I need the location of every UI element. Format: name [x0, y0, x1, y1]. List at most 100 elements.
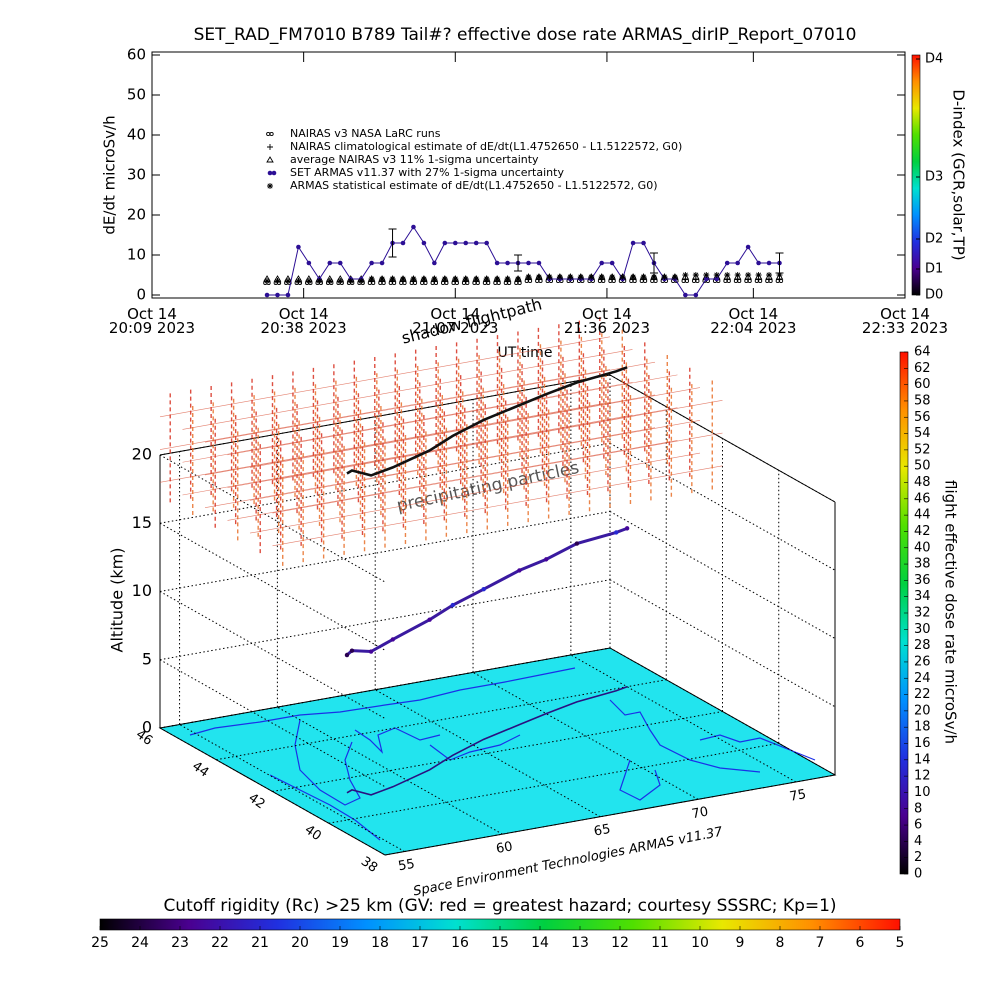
colorbar-tick-label: 24 [131, 935, 149, 951]
z-tick-label: 5 [142, 649, 152, 668]
y2-tick-label: D1 [925, 262, 943, 277]
data-point [305, 278, 312, 284]
grid-line [159, 591, 386, 719]
legend-marker [267, 144, 273, 150]
chart-title: SET_RAD_FM7010 B789 Tail#? effective dos… [194, 25, 857, 45]
colorbar-tick-label: 25 [91, 935, 109, 951]
data-point [526, 260, 531, 266]
ground-track [346, 685, 628, 796]
colorbar-tick-label: 17 [411, 935, 429, 951]
particle-band [204, 427, 656, 508]
grid-line [159, 511, 611, 592]
legend-label: SET ARMAS v11.37 with 27% 1-sigma uncert… [290, 166, 564, 179]
x-tick-label: Oct 14 22:04 2023 [710, 305, 797, 337]
particle-band [182, 349, 633, 430]
data-point [494, 276, 501, 282]
data-point [567, 274, 574, 280]
data-point [285, 292, 291, 298]
particle-band [182, 414, 633, 496]
particle-band [249, 387, 701, 468]
colorbar-label: flight effective dose rate microSv/h [942, 480, 960, 744]
data-point [651, 274, 657, 280]
flight-point [349, 648, 355, 653]
legend-label: NAIRAS v3 NASA LaRC runs [290, 127, 441, 140]
grid-line [179, 724, 405, 852]
data-point [734, 272, 741, 278]
data-point [546, 274, 553, 280]
data-point [756, 260, 761, 266]
particle-band [249, 420, 701, 501]
data-point [713, 272, 720, 278]
particle-band [204, 361, 656, 443]
colorbar-tick-label: 32 [914, 606, 931, 621]
flight-point [390, 637, 396, 642]
data-point [379, 276, 386, 282]
data-point [671, 274, 678, 280]
flight-point [624, 526, 630, 531]
colorbar [911, 54, 921, 296]
data-point [337, 278, 344, 284]
y-tick-label: 10 [127, 246, 146, 264]
data-point [515, 276, 522, 282]
flight-point [574, 541, 580, 546]
grid-line [374, 689, 601, 818]
grid-line [609, 647, 836, 776]
colorbar-tick-label: 64 [914, 345, 931, 360]
data-point [724, 260, 730, 266]
particle-band [227, 374, 678, 456]
data-point [421, 240, 427, 246]
colorbar-tick-label: 11 [651, 935, 669, 951]
y2-tick-label: D3 [925, 170, 943, 185]
colorbar-tick-label: 15 [491, 935, 509, 951]
legend-marker [267, 170, 273, 176]
colorbar-tick-label: 16 [451, 935, 469, 951]
y-tick-label: 20 [127, 206, 146, 224]
colorbar-tick-label: 26 [914, 654, 931, 669]
y-tick-label: 42 [245, 791, 267, 813]
grid-line [272, 711, 723, 792]
x-tick-label: Oct 14 21:36 2023 [563, 305, 651, 337]
data-point [432, 260, 437, 266]
colorbar-tick-label: 48 [914, 475, 931, 490]
colorbar-tick-label: 22 [914, 687, 931, 702]
data-point [588, 274, 595, 280]
data-point [577, 274, 584, 280]
colorbar-tick-label: 18 [914, 720, 931, 735]
y2-tick-label: D0 [925, 288, 943, 303]
data-point [703, 276, 709, 282]
data-point [264, 292, 270, 298]
colorbar-tick-label: 46 [914, 491, 931, 506]
colorbar-tick-label: 44 [914, 508, 931, 523]
x-axis-label: UT time [498, 345, 553, 361]
legend-marker [267, 183, 273, 189]
colorbar-tick-label: 28 [914, 638, 931, 653]
data-point [609, 274, 616, 280]
colorbar-tick-label: 16 [914, 736, 931, 751]
data-point [327, 260, 333, 266]
data-point [452, 276, 459, 282]
data-point [347, 278, 354, 284]
data-point [483, 276, 490, 282]
data-point [494, 260, 500, 266]
flight-point [614, 530, 619, 535]
x-tick-label: 65 [593, 822, 612, 840]
colorbar-tick-label: 52 [914, 442, 931, 457]
coastline [699, 734, 816, 761]
flight-point [481, 586, 486, 592]
colorbar-tick-label: 42 [914, 524, 931, 539]
y2-axis-label: D-index (GCR,solar,TP) [950, 89, 968, 260]
data-point [504, 276, 511, 282]
colorbar-tick-label: 5 [896, 935, 905, 951]
z-tick-label: 15 [132, 513, 152, 532]
flight-point [543, 557, 549, 562]
colorbar-tick-label: 8 [914, 801, 922, 816]
data-point [463, 240, 469, 246]
coastline [294, 719, 361, 806]
colorbar-tick-label: 14 [914, 752, 931, 767]
colorbar-tick-label: 24 [914, 671, 931, 686]
data-point [661, 274, 668, 280]
legend-label: average NAIRAS v3 11% 1-sigma uncertaint… [290, 153, 539, 166]
data-point [745, 272, 752, 278]
x-tick-label: 75 [788, 787, 807, 805]
